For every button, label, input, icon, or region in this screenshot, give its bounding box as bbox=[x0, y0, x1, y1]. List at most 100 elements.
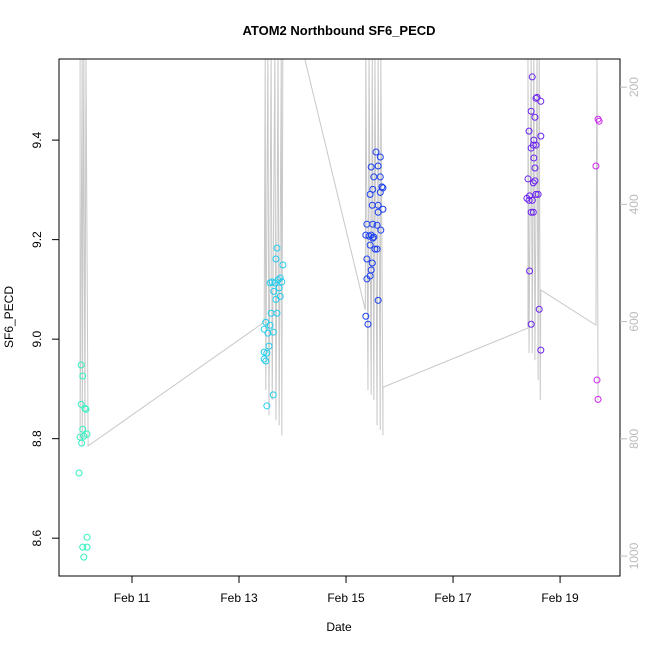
data-point bbox=[279, 261, 287, 269]
data-point bbox=[374, 296, 382, 304]
data-point bbox=[83, 533, 91, 541]
data-point bbox=[270, 287, 278, 295]
data-point bbox=[82, 405, 90, 413]
data-point bbox=[531, 113, 539, 121]
data-point bbox=[376, 153, 384, 161]
data-point bbox=[534, 190, 542, 198]
data-point bbox=[594, 395, 602, 403]
data-point bbox=[272, 255, 280, 263]
data-point bbox=[537, 346, 545, 354]
data-point bbox=[371, 245, 379, 253]
chart-title: ATOM2 Northbound SF6_PECD bbox=[242, 23, 435, 38]
data-point bbox=[369, 234, 377, 242]
data-point bbox=[368, 259, 376, 267]
data-point bbox=[78, 439, 86, 447]
data-point bbox=[273, 244, 281, 252]
data-point bbox=[362, 312, 370, 320]
data-point bbox=[525, 127, 533, 135]
plot-area bbox=[75, 59, 603, 561]
data-point bbox=[83, 543, 91, 551]
data-point bbox=[373, 221, 381, 229]
data-point bbox=[75, 469, 83, 477]
data-point bbox=[531, 164, 539, 172]
data-point bbox=[533, 93, 541, 101]
data-point bbox=[79, 543, 87, 551]
data-point bbox=[537, 97, 545, 105]
data-point bbox=[77, 400, 85, 408]
data-point bbox=[595, 117, 603, 125]
data-point bbox=[269, 391, 277, 399]
data-point bbox=[265, 342, 273, 350]
data-point bbox=[377, 226, 385, 234]
data-point bbox=[271, 279, 279, 287]
data-point bbox=[269, 328, 277, 336]
data-point bbox=[262, 357, 270, 365]
pressure-line bbox=[79, 59, 599, 447]
data-point bbox=[264, 329, 272, 337]
data-point bbox=[362, 231, 370, 239]
data-point bbox=[374, 201, 382, 209]
y2-tick-label: 200 bbox=[627, 77, 641, 97]
data-point bbox=[372, 148, 380, 156]
data-point bbox=[266, 279, 274, 287]
data-point bbox=[260, 325, 268, 333]
data-point bbox=[528, 73, 536, 81]
data-point bbox=[532, 141, 540, 149]
data-point bbox=[278, 278, 286, 286]
data-point bbox=[592, 162, 600, 170]
data-point bbox=[79, 425, 87, 433]
x-axis-label: Date bbox=[326, 620, 352, 634]
data-point bbox=[527, 208, 535, 216]
data-point bbox=[81, 404, 89, 412]
data-point bbox=[526, 267, 534, 275]
data-point bbox=[263, 402, 271, 410]
data-point bbox=[273, 309, 281, 317]
x-tick-label: Feb 19 bbox=[541, 591, 579, 605]
data-point bbox=[363, 255, 371, 263]
data-point bbox=[376, 173, 384, 181]
data-point bbox=[527, 320, 535, 328]
data-point bbox=[532, 190, 540, 198]
y2-tick-label: 400 bbox=[627, 194, 641, 214]
y2-tick-label: 1000 bbox=[627, 542, 641, 569]
data-point bbox=[529, 179, 537, 187]
data-point bbox=[374, 208, 382, 216]
data-point bbox=[276, 274, 284, 282]
data-point bbox=[272, 295, 280, 303]
data-point bbox=[80, 553, 88, 561]
data-point bbox=[531, 177, 539, 185]
x-tick-label: Feb 13 bbox=[220, 591, 258, 605]
data-point bbox=[79, 372, 87, 380]
data-point bbox=[374, 162, 382, 170]
data-point bbox=[364, 320, 372, 328]
y-tick-label: 9.2 bbox=[30, 231, 44, 248]
data-point bbox=[537, 132, 545, 140]
data-point bbox=[77, 361, 85, 369]
y-tick-label: 8.6 bbox=[30, 530, 44, 547]
data-point bbox=[83, 430, 91, 438]
data-point bbox=[363, 220, 371, 228]
x-tick-label: Feb 15 bbox=[327, 591, 365, 605]
y-tick-label: 9.0 bbox=[30, 330, 44, 347]
data-point bbox=[524, 175, 532, 183]
y2-tick-label: 600 bbox=[627, 311, 641, 331]
data-point bbox=[535, 305, 543, 313]
data-point bbox=[367, 163, 375, 171]
x-tick-label: Feb 11 bbox=[114, 591, 151, 605]
data-point bbox=[593, 376, 601, 384]
data-point bbox=[366, 241, 374, 249]
data-point bbox=[363, 275, 371, 283]
y-tick-label: 9.4 bbox=[30, 131, 44, 148]
y-tick-label: 8.8 bbox=[30, 430, 44, 447]
data-point bbox=[528, 196, 536, 204]
data-point bbox=[530, 154, 538, 162]
data-point bbox=[366, 190, 374, 198]
data-point bbox=[525, 196, 533, 204]
data-point bbox=[373, 245, 381, 253]
y-axis-label: SF6_PECD bbox=[2, 286, 16, 348]
data-point bbox=[370, 233, 378, 241]
x-tick-label: Feb 17 bbox=[434, 591, 472, 605]
data-point bbox=[275, 284, 283, 292]
